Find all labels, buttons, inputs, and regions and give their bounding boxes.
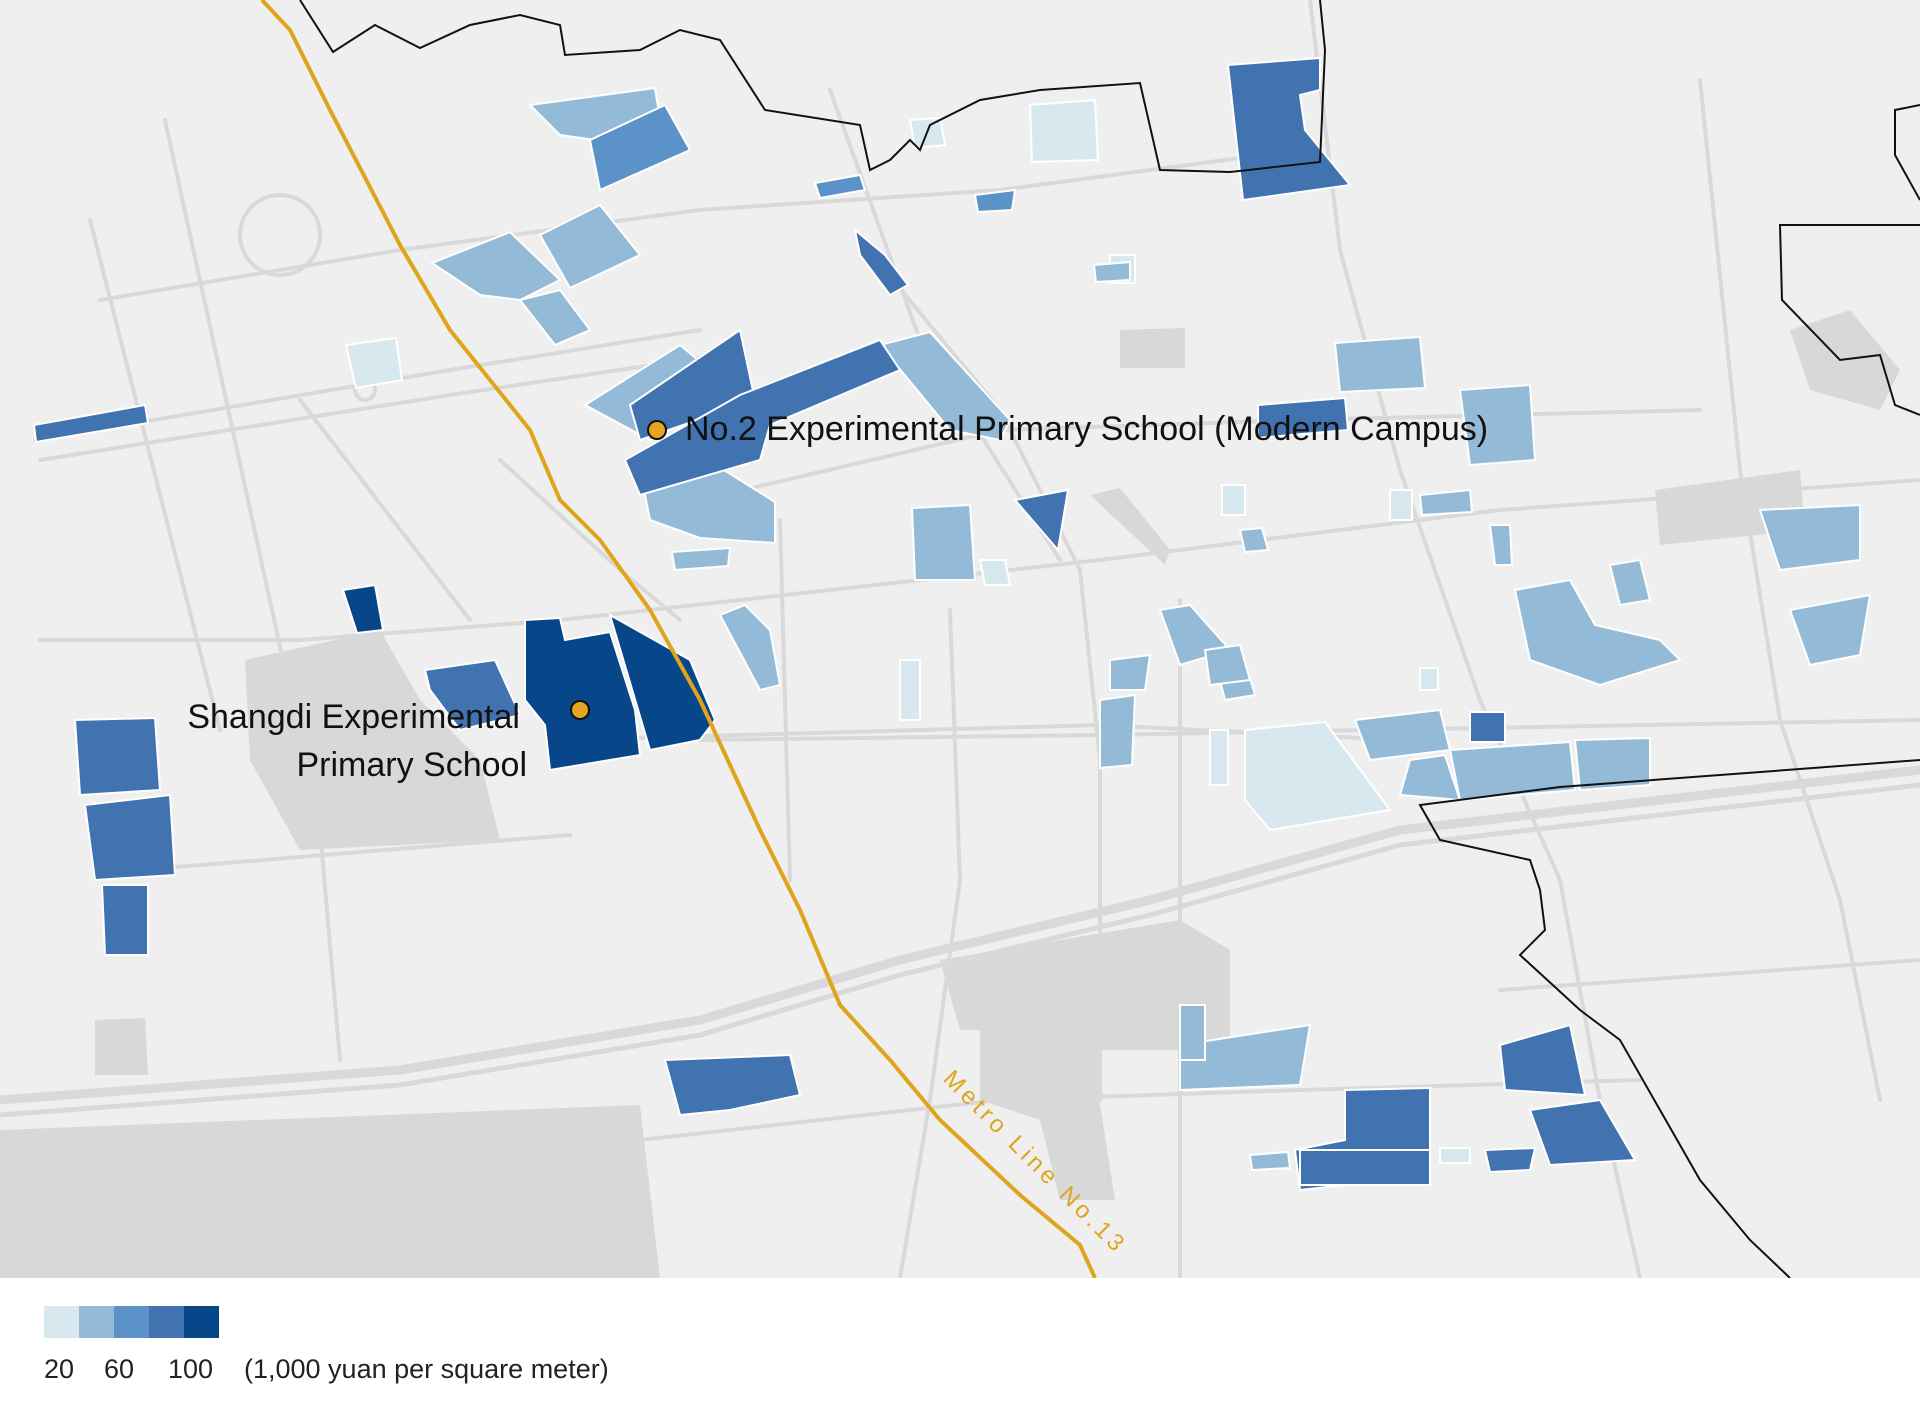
metro-line-13 <box>260 0 1097 1278</box>
legend-tick-60: 60 <box>104 1354 135 1384</box>
school-label-shangdi-line2: Primary School <box>296 746 527 784</box>
school-label-shangdi-line1: Shangdi Experimental <box>187 698 520 736</box>
school-marker-no2[interactable] <box>647 420 667 440</box>
school-marker-shangdi[interactable] <box>570 700 590 720</box>
map-svg: Metro Line No.13 No.2 Experimental Prima… <box>0 0 1920 1278</box>
map-canvas[interactable]: Metro Line No.13 No.2 Experimental Prima… <box>0 0 1920 1278</box>
legend-unit: (1,000 yuan per square meter) <box>244 1354 609 1384</box>
legend-swatch-4 <box>149 1306 184 1338</box>
legend-swatch-1 <box>44 1306 79 1338</box>
price-parcels <box>32 56 1872 1192</box>
district-boundary <box>299 0 1920 1278</box>
legend-swatch-3 <box>114 1306 149 1338</box>
gray-areas <box>0 310 1900 1278</box>
school-label-no2: No.2 Experimental Primary School (Modern… <box>685 410 1488 448</box>
roads <box>0 0 1920 1278</box>
legend-tick-100: 100 <box>168 1354 214 1384</box>
legend-swatch-2 <box>79 1306 114 1338</box>
legend: 20 60 100 (1,000 yuan per square meter) <box>44 1306 744 1396</box>
legend-swatch-5 <box>184 1306 219 1338</box>
legend-tick-20: 20 <box>44 1354 75 1384</box>
